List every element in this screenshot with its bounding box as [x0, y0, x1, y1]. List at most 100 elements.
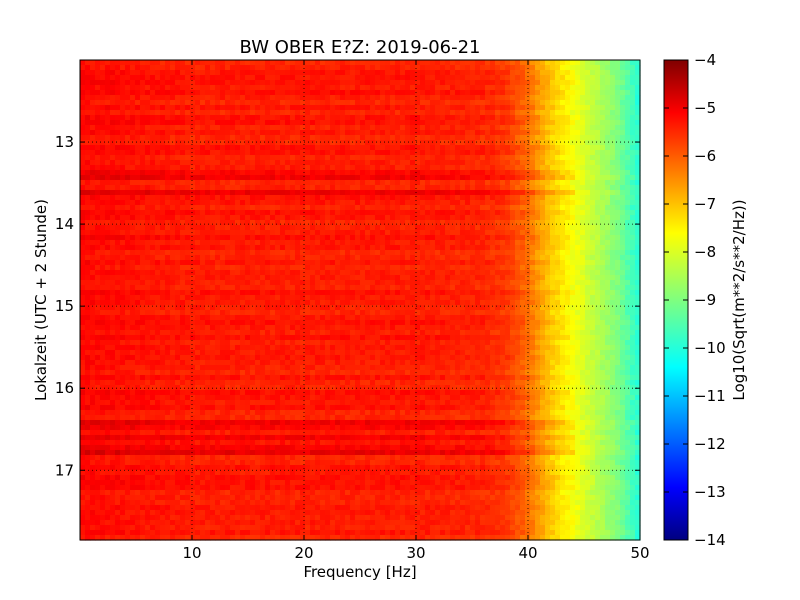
- heatmap-cell: [605, 150, 611, 156]
- heatmap-cell: [600, 60, 606, 66]
- heatmap-cell: [200, 205, 206, 211]
- heatmap-cell: [385, 190, 391, 196]
- heatmap-cell: [325, 185, 331, 191]
- heatmap-cell: [405, 250, 411, 256]
- heatmap-cell: [210, 75, 216, 81]
- heatmap-cell: [425, 235, 431, 241]
- heatmap-cell: [270, 100, 276, 106]
- heatmap-cell: [170, 95, 176, 101]
- heatmap-cell: [120, 235, 126, 241]
- heatmap-cell: [180, 120, 186, 126]
- heatmap-cell: [85, 125, 91, 131]
- heatmap-cell: [475, 260, 481, 266]
- heatmap-cell: [275, 155, 281, 161]
- heatmap-cell: [530, 255, 536, 261]
- heatmap-cell: [580, 135, 586, 141]
- heatmap-cell: [365, 185, 371, 191]
- heatmap-cell: [550, 120, 556, 126]
- heatmap-cell: [445, 165, 451, 171]
- heatmap-cell: [480, 155, 486, 161]
- heatmap-cell: [410, 200, 416, 206]
- heatmap-cell: [485, 220, 491, 226]
- heatmap-cell: [430, 240, 436, 246]
- heatmap-cell: [310, 70, 316, 76]
- heatmap-cell: [630, 110, 636, 116]
- heatmap-cell: [575, 70, 581, 76]
- heatmap-cell: [630, 120, 636, 126]
- heatmap-cell: [610, 240, 616, 246]
- heatmap-cell: [85, 270, 91, 276]
- heatmap-cell: [130, 75, 136, 81]
- heatmap-cell: [445, 75, 451, 81]
- heatmap-cell: [330, 235, 336, 241]
- heatmap-cell: [290, 180, 296, 186]
- heatmap-cell: [575, 75, 581, 81]
- heatmap-cell: [245, 180, 251, 186]
- heatmap-cell: [80, 245, 86, 251]
- heatmap-cell: [270, 185, 276, 191]
- heatmap-cell: [320, 165, 326, 171]
- heatmap-cell: [615, 190, 621, 196]
- heatmap-cell: [215, 120, 221, 126]
- heatmap-cell: [135, 255, 141, 261]
- heatmap-cell: [480, 105, 486, 111]
- heatmap-cell: [410, 75, 416, 81]
- heatmap-cell: [555, 105, 561, 111]
- heatmap-cell: [605, 65, 611, 71]
- heatmap-cell: [465, 220, 471, 226]
- heatmap-cell: [330, 110, 336, 116]
- heatmap-cell: [210, 150, 216, 156]
- heatmap-cell: [635, 175, 641, 181]
- heatmap-cell: [470, 255, 476, 261]
- heatmap-cell: [230, 75, 236, 81]
- heatmap-cell: [630, 215, 636, 221]
- heatmap-cell: [595, 145, 601, 151]
- heatmap-cell: [515, 245, 521, 251]
- heatmap-cell: [570, 165, 576, 171]
- heatmap-cell: [325, 110, 331, 116]
- heatmap-cell: [535, 75, 541, 81]
- heatmap-cell: [140, 245, 146, 251]
- heatmap-cell: [235, 140, 241, 146]
- heatmap-cell: [630, 195, 636, 201]
- heatmap-cell: [605, 155, 611, 161]
- heatmap-cell: [345, 260, 351, 266]
- heatmap-cell: [315, 80, 321, 86]
- heatmap-cell: [195, 210, 201, 216]
- heatmap-cell: [540, 170, 546, 176]
- heatmap-cell: [130, 270, 136, 276]
- heatmap-cell: [300, 70, 306, 76]
- heatmap-cell: [285, 105, 291, 111]
- heatmap-cell: [85, 280, 91, 286]
- heatmap-cell: [355, 140, 361, 146]
- heatmap-cell: [635, 145, 641, 151]
- heatmap-cell: [635, 270, 641, 276]
- heatmap-cell: [235, 110, 241, 116]
- heatmap-cell: [420, 230, 426, 236]
- heatmap-cell: [155, 145, 161, 151]
- heatmap-cell: [635, 250, 641, 256]
- heatmap-cell: [290, 145, 296, 151]
- heatmap-cell: [205, 225, 211, 231]
- heatmap-cell: [540, 240, 546, 246]
- heatmap-cell: [510, 170, 516, 176]
- heatmap-cell: [635, 105, 641, 111]
- heatmap-cell: [305, 170, 311, 176]
- heatmap-cell: [480, 130, 486, 136]
- heatmap-cell: [445, 255, 451, 261]
- heatmap-cell: [485, 115, 491, 121]
- heatmap-cell: [280, 70, 286, 76]
- heatmap-cell: [620, 110, 626, 116]
- heatmap-cell: [370, 120, 376, 126]
- heatmap-cell: [390, 170, 396, 176]
- heatmap-cell: [475, 205, 481, 211]
- heatmap-cell: [330, 105, 336, 111]
- heatmap-cell: [400, 75, 406, 81]
- heatmap-cell: [515, 205, 521, 211]
- heatmap-cell: [620, 205, 626, 211]
- heatmap-cell: [570, 225, 576, 231]
- heatmap-cell: [255, 120, 261, 126]
- heatmap-cell: [580, 225, 586, 231]
- heatmap-cell: [530, 185, 536, 191]
- heatmap-cell: [120, 170, 126, 176]
